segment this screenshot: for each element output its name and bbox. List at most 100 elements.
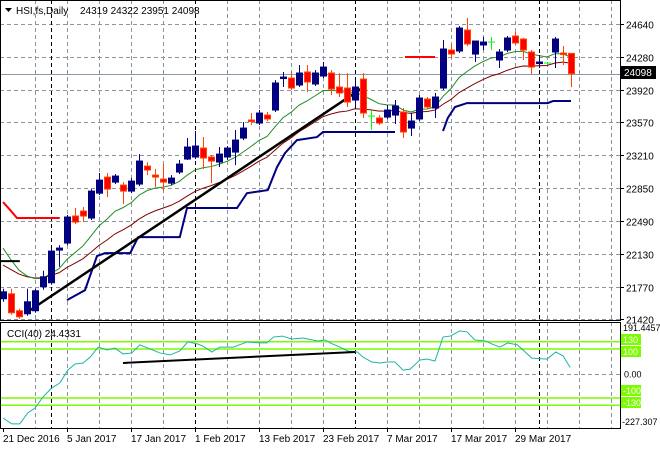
candle-body: [528, 51, 535, 68]
candle-body: [376, 117, 383, 124]
candle-body: [216, 153, 223, 163]
ma-slow-line: [2, 61, 572, 279]
candle-body: [192, 145, 199, 158]
candle: [104, 173, 111, 198]
candle: [192, 131, 199, 160]
candle-body: [496, 51, 503, 61]
candle-body: [392, 105, 399, 116]
candle: [24, 288, 31, 316]
candle: [248, 113, 255, 126]
price-tick-label: 21420: [626, 316, 654, 327]
candle-body: [152, 174, 159, 178]
candle: [432, 92, 439, 118]
candle-body: [200, 147, 207, 159]
date-label: 5 Jan 2017: [67, 434, 117, 445]
candle-body: [80, 210, 87, 217]
cci-level-badge: [621, 397, 641, 408]
candle: [88, 189, 95, 221]
candle-body: [424, 98, 431, 108]
cci-level-badge: [621, 385, 641, 396]
candle-body: [272, 82, 279, 111]
current-price-label: 24098: [624, 68, 652, 79]
price-tick-label: 24280: [626, 54, 654, 65]
candle-body: [16, 310, 23, 318]
candle-body: [24, 301, 31, 315]
candle-body: [136, 160, 143, 185]
candle-body: [232, 139, 239, 153]
candle: [304, 65, 311, 93]
candle-body: [248, 119, 255, 123]
cci-line: [2, 330, 571, 425]
candle-body: [112, 175, 119, 183]
candle: [320, 62, 327, 79]
candle-body: [48, 250, 55, 284]
price-tick-label: 22850: [626, 185, 654, 196]
candle-body: [360, 78, 367, 114]
candle-body: [536, 61, 543, 65]
candle-body: [552, 38, 559, 53]
price-tick-label: 22490: [626, 218, 654, 229]
candle: [544, 62, 551, 65]
candle: [488, 37, 495, 51]
candle-body: [224, 147, 231, 158]
date-label: 29 Mar 2017: [515, 434, 572, 445]
candle-body: [344, 87, 351, 103]
symbol-label: HSI,fs,Daily: [16, 6, 68, 17]
candle: [8, 288, 15, 315]
candle: [16, 308, 23, 319]
indicator-overlays: [0, 50, 572, 312]
candle: [272, 80, 279, 113]
candle: [264, 112, 271, 122]
candle: [472, 40, 479, 63]
triangle-down-icon[interactable]: [5, 8, 12, 12]
axes: 24640 24280 23920 23570 23210 22850 22490 22130…: [3, 21, 660, 445]
candle: [456, 26, 463, 54]
candle-body: [440, 48, 447, 89]
candle-body: [520, 38, 527, 51]
candle: [48, 248, 55, 285]
candle-body: [560, 52, 567, 56]
candle-body: [64, 216, 71, 244]
candle-body: [408, 120, 415, 129]
cci-level-label: 100: [623, 347, 638, 357]
candle: [416, 95, 423, 122]
candle-body: [120, 184, 127, 192]
candle-body: [320, 66, 327, 77]
candle-body: [96, 179, 103, 194]
candle: [40, 270, 47, 290]
candle-body: [72, 215, 79, 223]
candle: [0, 288, 7, 302]
price-panel-frame: [0, 0, 621, 321]
candle-body: [400, 111, 407, 133]
candle: [80, 207, 87, 223]
candle-body: [104, 176, 111, 190]
candle: [360, 73, 367, 118]
candle: [512, 32, 519, 45]
candle: [560, 45, 567, 66]
candle: [520, 38, 527, 61]
candle-body: [480, 41, 487, 46]
candle: [280, 72, 287, 88]
candle: [424, 97, 431, 110]
candle-body: [240, 127, 247, 139]
candle: [160, 164, 167, 192]
candle-body: [456, 27, 463, 52]
price-tick-label: 23210: [626, 152, 654, 163]
candle: [216, 147, 223, 168]
price-tick-label: 22130: [626, 251, 654, 262]
candle: [552, 37, 559, 68]
candles: [0, 18, 575, 319]
candle: [240, 122, 247, 141]
candle-body: [56, 247, 63, 251]
candle-body: [168, 177, 175, 184]
candle-body: [176, 163, 183, 173]
stop-line: [442, 100, 571, 132]
date-label: 7 Mar 2017: [387, 434, 438, 445]
candle: [536, 55, 543, 68]
candle-body: [184, 146, 191, 160]
candle-body: [256, 112, 263, 124]
cci-panel: 130 100 -100 -130: [0, 330, 641, 425]
candle: [464, 18, 471, 46]
candle: [344, 73, 351, 108]
